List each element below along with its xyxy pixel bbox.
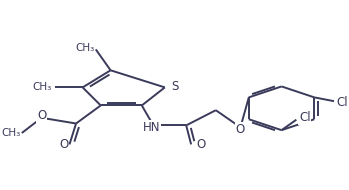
Text: CH₃: CH₃	[33, 82, 52, 92]
Text: Cl: Cl	[299, 111, 311, 124]
Text: HN: HN	[143, 121, 161, 134]
Text: Cl: Cl	[337, 96, 348, 109]
Text: S: S	[171, 80, 178, 93]
Text: O: O	[196, 138, 205, 151]
Text: O: O	[37, 109, 46, 122]
Text: CH₃: CH₃	[2, 128, 21, 138]
Text: O: O	[236, 123, 245, 136]
Text: CH₃: CH₃	[75, 44, 94, 53]
Text: O: O	[59, 138, 68, 151]
